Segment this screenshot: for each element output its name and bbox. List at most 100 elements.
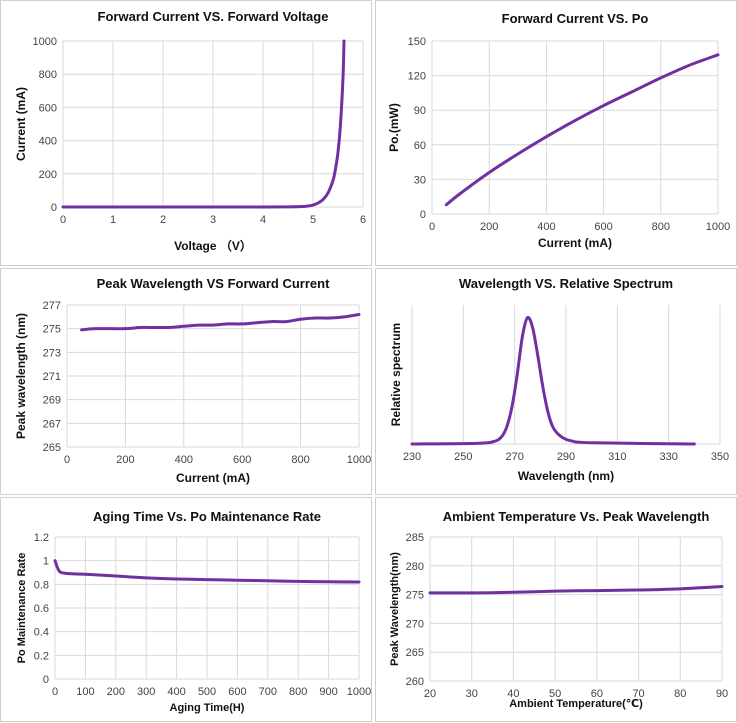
chart-aging-time: Aging Time Vs. Po Maintenance Rate 0 100 20… [16,509,371,714]
y-tick-label: 0 [43,674,49,686]
x-tick-label: 1000 [347,454,371,466]
x-tick-label: 700 [259,686,277,698]
y-tick-label: 400 [39,136,57,148]
y-tick-label: 0.8 [34,579,49,591]
x-tick-label: 200 [480,221,498,233]
y-tick-label: 270 [406,618,424,630]
chart-relative-spectrum: Wavelength VS. Relative Spectrum 230 250 27… [389,276,729,483]
chart-title: Forward Current VS. Po [502,11,649,26]
x-tick-label: 100 [76,686,94,698]
x-tick-label: 330 [659,451,677,463]
y-tick-label: 1.2 [34,532,49,544]
chart-title: Ambient Temperature Vs. Peak Wavelength [443,509,710,524]
x-tick-label: 0 [429,221,435,233]
y-tick-label: 150 [408,36,426,48]
x-tick-label: 3 [210,214,216,226]
x-tick-label: 40 [507,688,519,700]
x-tick-label: 290 [557,451,575,463]
y-tick-label: 273 [43,347,61,359]
x-axis-title: Voltage （V） [174,238,252,253]
y-tick-label: 267 [43,418,61,430]
x-tick-label: 230 [403,451,421,463]
x-tick-label: 1 [110,214,116,226]
x-tick-label: 80 [674,688,686,700]
chart-panel-current-po: Forward Current VS. Po 0 200 400 600 800 1000 0… [375,0,737,266]
x-tick-label: 6 [360,214,366,226]
x-tick-label: 2 [160,214,166,226]
x-tick-label: 0 [60,214,66,226]
x-tick-label: 1000 [347,686,371,698]
chart-title: Wavelength VS. Relative Spectrum [459,276,673,291]
series-line [80,312,361,332]
series-line [53,559,361,584]
chart-title: Peak Wavelength VS Forward Current [97,276,331,291]
y-axis-title: Current (mA) [14,87,28,161]
x-axis-title: Current (mA) [538,236,612,250]
chart-forward-voltage: Forward Current VS. Forward Voltage 0 1 2 3 4… [14,9,366,253]
x-tick-label: 600 [594,221,612,233]
y-tick-label: 60 [414,140,426,152]
x-tick-label: 600 [233,454,251,466]
x-tick-label: 350 [711,451,729,463]
y-tick-label: 1 [43,556,49,568]
x-tick-label: 200 [116,454,134,466]
x-tick-label: 400 [175,454,193,466]
y-tick-label: 1000 [33,36,57,48]
x-axis-title: Wavelength (nm) [518,469,614,483]
y-axis-title: Relative spectrum [389,323,403,426]
y-tick-label: 0.4 [34,627,49,639]
x-tick-label: 0 [64,454,70,466]
chart-panel-relative-spectrum: Wavelength VS. Relative Spectrum 230 250 27… [375,268,737,495]
x-tick-label: 0 [52,686,58,698]
y-tick-label: 90 [414,105,426,117]
x-axis-title: Ambient Temperature(℃) [509,698,643,710]
y-tick-label: 271 [43,371,61,383]
y-tick-label: 269 [43,395,61,407]
x-tick-label: 60 [591,688,603,700]
x-tick-label: 250 [454,451,472,463]
y-tick-label: 285 [406,532,424,544]
y-tick-label: 200 [39,169,57,181]
chart-title: Forward Current VS. Forward Voltage [98,9,329,24]
chart-ambient-temperature: Ambient Temperature Vs. Peak Wavelength 2… [389,509,728,710]
x-tick-label: 800 [289,686,307,698]
y-tick-label: 277 [43,300,61,312]
x-tick-label: 90 [716,688,728,700]
x-tick-label: 1000 [706,221,730,233]
y-tick-label: 30 [414,174,426,186]
y-tick-label: 0 [420,209,426,221]
y-tick-label: 120 [408,71,426,83]
chart-current-po: Forward Current VS. Po 0 200 400 600 800 1000 0… [387,11,730,250]
x-tick-label: 270 [505,451,523,463]
y-tick-label: 800 [39,69,57,81]
x-tick-label: 400 [167,686,185,698]
series-line [444,53,720,207]
y-tick-label: 0 [51,202,57,214]
chart-panel-ambient-temperature: Ambient Temperature Vs. Peak Wavelength 2… [375,497,737,722]
y-axis-title: Peak Wavelength(nm) [389,552,401,666]
y-tick-label: 275 [406,590,424,602]
chart-peak-wavelength-current: Peak Wavelength VS Forward Current 0 200 40… [14,276,371,485]
x-tick-label: 20 [424,688,436,700]
series-line [410,315,696,446]
x-tick-label: 200 [107,686,125,698]
x-tick-label: 70 [632,688,644,700]
x-tick-label: 500 [198,686,216,698]
x-tick-label: 4 [260,214,266,226]
x-axis-title: Current (mA) [176,471,250,485]
series-line [428,585,724,595]
y-tick-label: 260 [406,676,424,688]
y-tick-label: 0.6 [34,603,49,615]
y-tick-label: 275 [43,324,61,336]
y-tick-label: 265 [406,647,424,659]
x-tick-label: 400 [537,221,555,233]
y-tick-label: 265 [43,442,61,454]
x-tick-label: 800 [652,221,670,233]
y-tick-label: 0.2 [34,650,49,662]
y-axis-title: Peak wavelength (nm) [14,313,28,439]
y-axis-title: Po.(mW) [387,103,401,152]
x-tick-label: 50 [549,688,561,700]
x-tick-label: 310 [608,451,626,463]
x-tick-label: 300 [137,686,155,698]
series-line [61,39,346,209]
